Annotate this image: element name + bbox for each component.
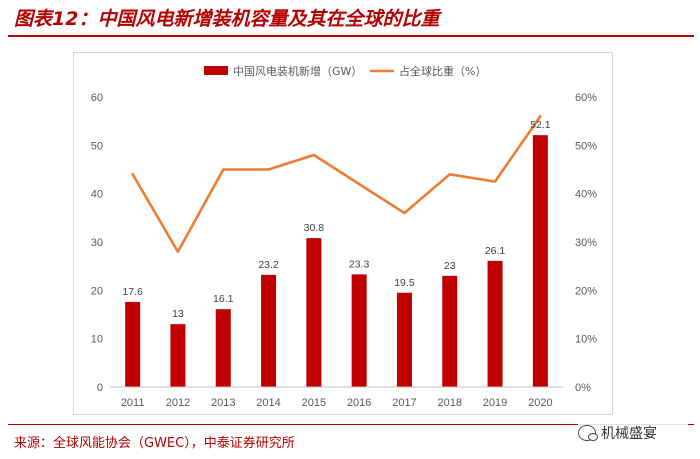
bar — [125, 301, 141, 387]
bar — [396, 292, 412, 387]
wechat-icon — [578, 425, 598, 441]
bar-value-label: 26.1 — [485, 245, 506, 257]
x-axis-tick-label: 2019 — [483, 397, 507, 409]
bar-series — [125, 135, 548, 387]
left-axis-tick-label: 50 — [91, 140, 103, 152]
x-axis-tick-label: 2015 — [302, 397, 326, 409]
bar — [351, 274, 367, 387]
chart-legend: 中国风电装机新增（GW） 占全球比重（%） — [204, 64, 486, 78]
bar-value-label: 17.6 — [122, 286, 143, 298]
bar — [261, 274, 277, 387]
right-axis-tick-label: 40% — [575, 189, 597, 201]
legend-swatch-bar — [204, 66, 228, 75]
left-axis-tick-label: 40 — [91, 189, 103, 201]
share-line — [131, 115, 542, 253]
right-axis-tick-label: 60% — [575, 92, 597, 104]
x-axis-ticks: 2011 2012 2013 2014 2015 2016 2017 2018 2019 2020 — [121, 397, 553, 409]
watermark-text: 机械盛宴 — [601, 426, 657, 442]
left-axis-tick-label: 10 — [91, 334, 103, 346]
x-axis-tick-label: 2016 — [347, 397, 371, 409]
title-divider — [8, 35, 694, 37]
left-axis-tick-label: 0 — [97, 382, 103, 394]
bar — [532, 135, 548, 387]
right-axis-tick-label: 20% — [575, 285, 597, 297]
x-axis-tick-label: 2020 — [528, 397, 552, 409]
bar-value-label: 16.1 — [213, 293, 234, 305]
bar-value-label: 23.2 — [258, 259, 279, 271]
right-axis-tick-label: 30% — [575, 237, 597, 249]
left-axis-ticks: 0 10 20 30 40 50 60 — [91, 92, 103, 394]
x-axis-tick-label: 2017 — [392, 397, 416, 409]
source-divider — [8, 424, 694, 425]
right-axis-tick-label: 50% — [575, 140, 597, 152]
bar — [170, 324, 186, 387]
watermark: 机械盛宴 — [578, 422, 688, 444]
bar-value-label: 23 — [444, 260, 456, 272]
bar-value-label: 19.5 — [394, 277, 415, 289]
x-axis-tick-label: 2014 — [256, 397, 280, 409]
legend-label-bar: 中国风电装机新增（GW） — [233, 64, 362, 78]
line-series — [131, 115, 542, 253]
x-axis-tick-label: 2018 — [438, 397, 462, 409]
right-axis-tick-label: 10% — [575, 334, 597, 346]
right-axis-tick-label: 0% — [575, 382, 591, 394]
chart-frame — [73, 52, 613, 415]
bar-value-label: 52.1 — [530, 119, 551, 131]
combo-chart: 中国风电装机新增（GW） 占全球比重（%） 0 10 20 30 40 50 60 0% 10%… — [91, 64, 597, 409]
bar — [442, 275, 458, 387]
x-axis-tick-label: 2012 — [166, 397, 190, 409]
bar-value-label: 30.8 — [304, 222, 325, 234]
bar-value-label: 13 — [172, 308, 184, 320]
x-axis-tick-label: 2013 — [211, 397, 235, 409]
figure-title: 图表12：中国风电新增装机容量及其在全球的比重 — [14, 8, 440, 30]
bar — [487, 260, 503, 387]
bar-value-label: 23.3 — [349, 258, 370, 270]
source-note: 来源：全球风能协会（GWEC），中泰证券研究所 — [14, 436, 295, 451]
legend-label-line: 占全球比重（%） — [399, 64, 486, 78]
bar — [215, 309, 231, 387]
bar — [306, 238, 322, 387]
left-axis-tick-label: 30 — [91, 237, 103, 249]
left-axis-tick-label: 20 — [91, 285, 103, 297]
right-axis-ticks: 0% 10% 20% 30% 40% 50% 60% — [575, 92, 597, 394]
left-axis-tick-label: 60 — [91, 92, 103, 104]
bar-data-labels: 17.6 13 16.1 23.2 30.8 23.3 19.5 23 26.1 52.1 — [122, 119, 550, 320]
x-axis-tick-label: 2011 — [121, 397, 145, 409]
